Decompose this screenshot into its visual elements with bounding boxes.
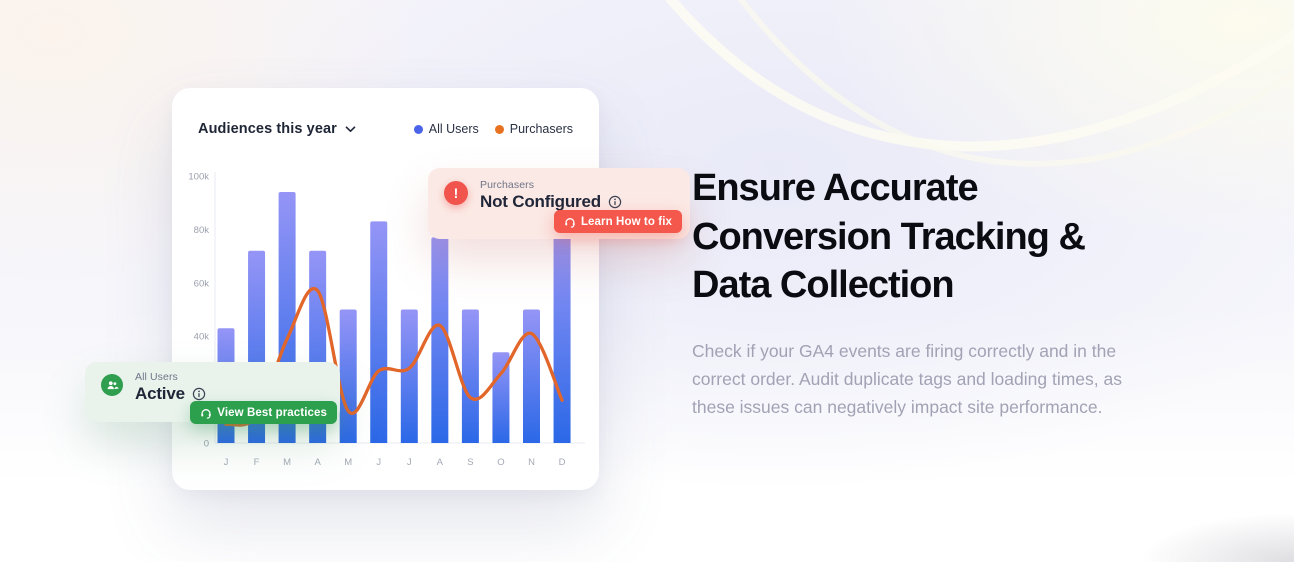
- status-value: Active: [135, 384, 206, 404]
- alert-status-label: Not Configured: [480, 192, 601, 211]
- status-label: Active: [135, 384, 185, 403]
- legend-item-purchasers: Purchasers: [494, 122, 573, 136]
- y-tick-label: 0: [204, 439, 209, 450]
- bar-A-7: [431, 237, 449, 443]
- heading-line: Conversion Tracking &: [692, 215, 1086, 258]
- bar-S-8: [461, 309, 479, 443]
- x-tick-label: F: [254, 457, 260, 468]
- x-tick-label: A: [314, 457, 321, 468]
- audiences-dropdown[interactable]: Audiences this year: [198, 121, 356, 137]
- all-users-status-card: All Users Active View Best practices: [85, 362, 340, 424]
- legend-dot: [413, 124, 423, 134]
- x-tick-label: J: [224, 457, 229, 468]
- view-best-practices-label: View Best practices: [217, 406, 327, 419]
- card-title: Audiences this year: [198, 121, 337, 137]
- y-tick-label: 60k: [194, 278, 210, 289]
- headset-icon: [201, 408, 211, 419]
- alert-category: Purchasers: [480, 179, 535, 191]
- x-tick-label: A: [437, 457, 444, 468]
- y-tick-label: 100k: [188, 172, 209, 183]
- purchasers-line: [224, 286, 564, 427]
- headset-icon: [565, 217, 575, 228]
- status-category: All Users: [135, 371, 178, 383]
- purchasers-alert-card: ! Purchasers Not Configured Learn How to…: [428, 168, 690, 239]
- x-tick-label: J: [376, 457, 381, 468]
- alert-status: Not Configured: [480, 192, 622, 212]
- alert-text: Purchasers Not Configured: [480, 179, 622, 212]
- y-tick-label: 40k: [194, 332, 210, 343]
- x-tick-label: M: [344, 457, 352, 468]
- bar-M-4: [339, 309, 357, 443]
- x-tick-label: S: [467, 457, 473, 468]
- legend-dot: [494, 124, 504, 134]
- heading-line: Data Collection: [692, 264, 955, 306]
- bar-J-5: [370, 221, 388, 443]
- bar-O-9: [492, 352, 510, 443]
- x-tick-label: O: [497, 457, 504, 468]
- legend-label: Purchasers: [509, 122, 573, 136]
- alert-icon: !: [444, 181, 468, 205]
- y-tick-label: 80k: [194, 225, 210, 236]
- card-header: Audiences this year All Users Purchasers: [198, 118, 573, 140]
- x-tick-label: D: [559, 457, 566, 468]
- bar-J-6: [400, 309, 418, 443]
- x-tick-label: N: [528, 457, 535, 468]
- status-text: All Users Active: [135, 371, 206, 404]
- users-icon: [101, 374, 123, 396]
- info-icon[interactable]: [608, 195, 622, 209]
- bar-D-11: [553, 234, 571, 443]
- section-heading: Ensure Accurate Conversion Tracking & Da…: [692, 164, 1170, 310]
- x-tick-label: J: [407, 457, 412, 468]
- copy-block: Ensure Accurate Conversion Tracking & Da…: [692, 164, 1170, 421]
- learn-how-to-fix-button[interactable]: Learn How to fix: [553, 210, 682, 233]
- legend-item-all-users: All Users: [413, 122, 479, 136]
- analytics-card: Audiences this year All Users Purchasers …: [172, 88, 599, 490]
- chart-legend: All Users Purchasers: [413, 122, 573, 136]
- learn-how-to-fix-label: Learn How to fix: [580, 215, 672, 228]
- info-icon[interactable]: [192, 387, 206, 401]
- section-description: Check if your GA4 events are firing corr…: [692, 340, 1122, 417]
- legend-label: All Users: [428, 122, 479, 136]
- chevron-down-icon: [345, 125, 356, 132]
- bar-N-10: [523, 309, 540, 443]
- x-tick-label: M: [283, 457, 291, 468]
- heading-line: Ensure Accurate: [692, 167, 979, 209]
- view-best-practices-button[interactable]: View Best practices: [190, 401, 337, 424]
